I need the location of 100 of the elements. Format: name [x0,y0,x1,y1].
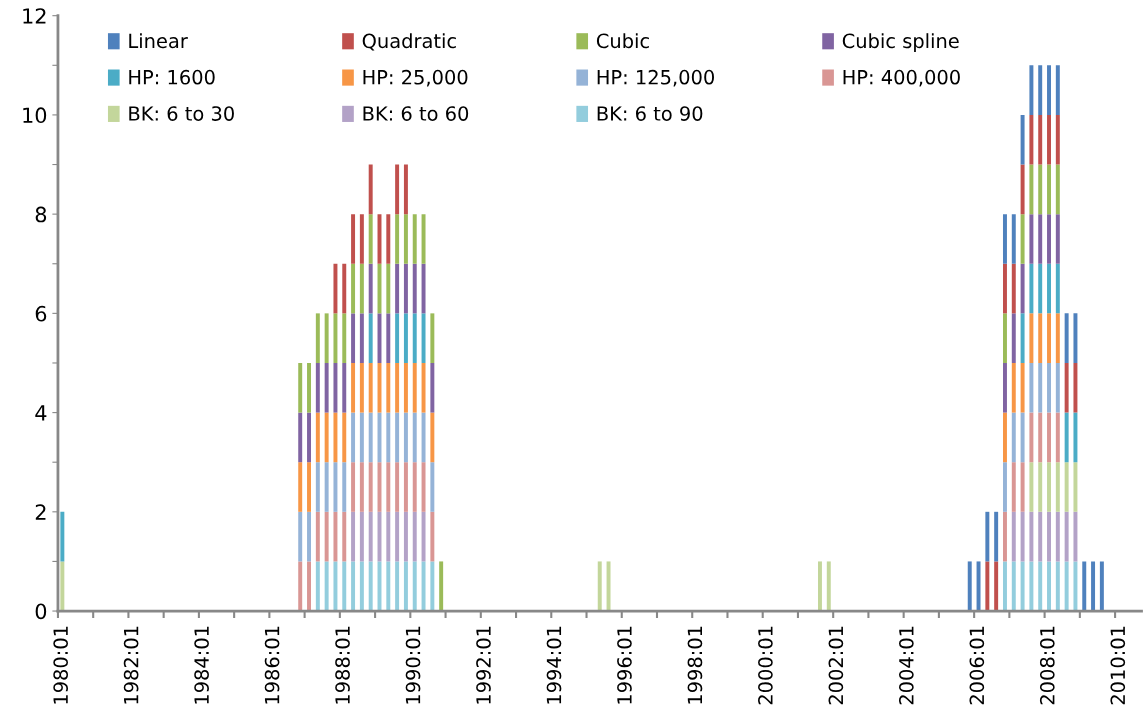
bar [368,214,373,264]
bar [1020,561,1025,612]
x-tick-label: 1990:01 [405,626,421,704]
bar [324,511,329,562]
bar [412,561,417,612]
bar [342,511,347,562]
bar [342,412,347,463]
bar [1064,412,1069,463]
bar [307,362,311,413]
bar [1011,561,1016,612]
bar [359,362,364,413]
bar [1020,362,1025,413]
bar [1055,214,1060,264]
bar [1029,462,1034,512]
bar [1002,462,1007,512]
bar [368,412,373,463]
bar [1020,462,1025,512]
bar [351,313,356,363]
x-tick-label: 2010:01 [1110,626,1126,705]
bar [315,511,320,562]
bar [298,362,303,413]
bar [351,511,356,562]
bar [395,164,400,215]
bar [430,561,435,612]
bar [342,313,347,363]
legend-label: Cubic [596,33,649,49]
bar [1020,263,1025,314]
bar [403,412,408,463]
bar [430,511,435,562]
bar [1055,114,1060,165]
bar [298,561,303,612]
bar [1064,362,1069,413]
bar [1020,412,1025,463]
x-tick-label: 1980:01 [53,626,68,704]
bar [368,362,373,413]
x-tick-label: 1988:01 [335,626,350,704]
bar [1047,462,1051,512]
bar [333,511,338,562]
bar [342,263,347,314]
bar [976,561,981,612]
bar [1038,164,1043,215]
bar [307,511,311,562]
y-tick-label: 4 [35,405,47,421]
bar [395,362,400,413]
bar [1038,65,1043,115]
legend-label: BK: 6 to 30 [129,106,234,121]
bar [315,313,320,363]
bar [1029,65,1034,115]
bar [1064,313,1069,363]
bar [1029,164,1034,215]
bar [421,263,426,314]
bar [333,263,338,314]
bar [994,561,999,612]
bar [439,561,444,612]
bar [1091,561,1096,612]
bar [315,412,320,463]
bar [1038,561,1043,612]
bar [403,362,408,413]
bar [1055,462,1060,512]
bar [1055,263,1060,314]
bar [1011,263,1016,314]
y-tick-label: 12 [23,8,46,24]
bar [421,362,426,413]
bar [1002,561,1007,612]
bar [1020,511,1025,562]
bar [1055,164,1060,215]
bar [359,214,364,264]
legend-label: HP: 400,000 [843,69,960,87]
bar [1047,114,1051,165]
bar [351,462,356,512]
bar [1002,362,1007,413]
y-tick-label: 8 [35,206,47,223]
bar [412,214,417,264]
bar [412,362,417,413]
x-tick-label: 2006:01 [969,626,985,705]
bar [1011,412,1016,463]
bar [315,462,320,512]
bar [324,561,329,612]
bar [368,164,373,215]
bar [351,362,356,413]
bar [1099,561,1104,612]
bar [412,412,417,463]
bar [1029,561,1034,612]
bar [315,362,320,413]
bar [1047,362,1051,413]
bar [421,462,426,512]
legend-label: HP: 1600 [129,69,215,85]
bar [386,214,391,264]
bar [1055,561,1060,612]
bar [395,214,400,264]
x-tick-label: 1996:01 [617,626,632,704]
bar [1038,462,1043,512]
bar [1029,313,1034,363]
bar [1047,263,1051,314]
bar [1055,313,1060,363]
bar [359,462,364,512]
bar [403,263,408,314]
bar [1002,412,1007,463]
bar [1038,362,1043,413]
bar [1047,65,1051,115]
